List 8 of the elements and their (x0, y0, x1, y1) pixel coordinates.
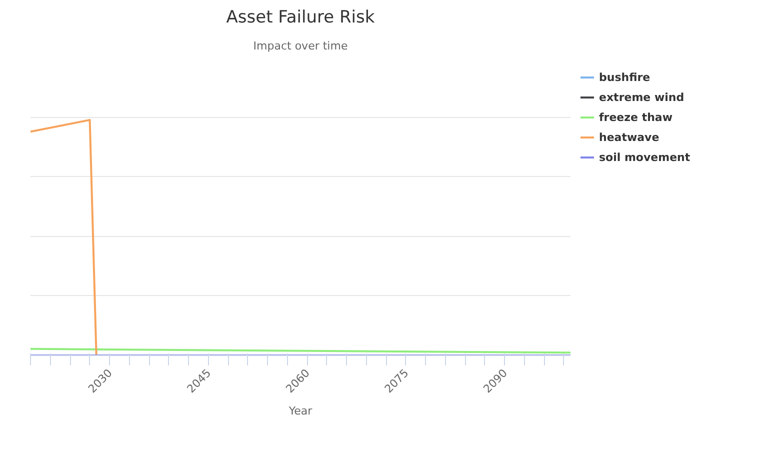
legend-label: bushfire (599, 70, 650, 84)
chart-title: Asset Failure Risk (226, 8, 375, 28)
legend-label: soil movement (599, 150, 690, 164)
x-axis-title: Year (288, 404, 313, 418)
legend-label: heatwave (599, 130, 660, 144)
legend-label: freeze thaw (599, 110, 672, 124)
chart-subtitle: Impact over time (253, 40, 348, 52)
legend-label: extreme wind (599, 90, 684, 104)
